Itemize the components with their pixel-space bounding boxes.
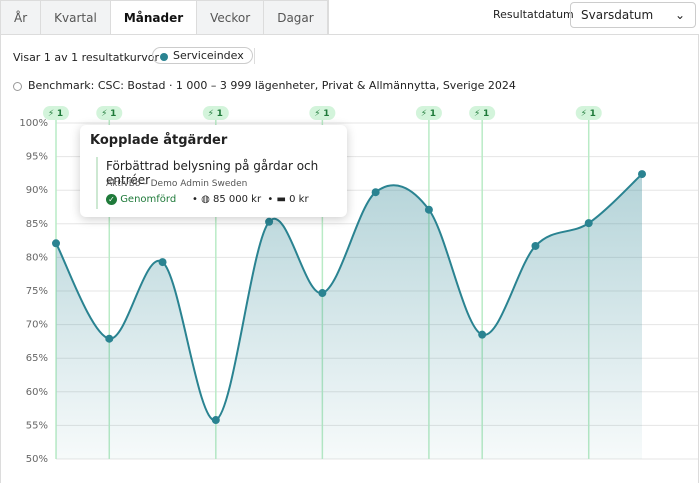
point [531,241,540,250]
benchmark-text: Benchmark: CSC: Bostad · 1 000 – 3 999 l… [28,79,516,92]
action-badge [96,106,123,120]
tooltip-bar [96,157,98,209]
action-icon: ⚡ [474,109,480,119]
point [318,289,327,298]
action-icon: ⚡ [101,109,107,119]
y-tick-label: 75% [26,286,48,297]
cost: 85 000 kr [212,194,262,205]
point [584,219,593,228]
state-text: Genomförd [120,194,177,205]
y-tick-label: 80% [26,252,48,263]
y-tick-label: 100% [19,118,48,129]
status-text: Visar 1 av 1 resultatkurvor [13,51,160,64]
action-count: 1 [483,109,489,119]
tooltip-title: Kopplade åtgärder [90,133,228,148]
area [56,174,642,459]
action-badge [469,106,496,120]
action-count: 1 [323,109,329,119]
point [52,239,60,248]
tab[interactable]: Dagar [264,1,328,35]
action-badge [575,106,602,120]
action-badge [202,106,229,120]
y-tick-label: 70% [26,320,48,331]
point [211,416,220,425]
panel [0,34,699,483]
action-count: 1 [217,109,223,119]
point [478,330,487,339]
action-badge [309,106,336,120]
point [424,205,433,214]
y-tick-label: 50% [26,454,48,465]
tab-bar: År Kvartal Månader Veckor Dagar [0,0,329,35]
point [105,334,114,343]
action-count: 1 [110,109,116,119]
tooltip-org: AktivBo – Demo Admin Sweden [106,179,248,189]
check-icon: ✓ [106,194,117,205]
action-icon: ⚡ [48,109,54,119]
benchmark-dot [13,82,22,91]
chip-label: Serviceindex [173,49,244,62]
point [638,170,646,179]
action-icon: ⚡ [314,109,320,119]
result-date-select[interactable]: Svarsdatum ⌄ [570,2,696,28]
point [265,217,274,226]
action-count: 1 [430,109,436,119]
action-icon: ⚡ [208,109,214,119]
y-tick-label: 90% [26,185,48,196]
series-chip[interactable]: Serviceindex [152,47,253,64]
tab[interactable]: Kvartal [41,1,111,35]
y-tick-label: 55% [26,420,48,431]
y-tick-label: 95% [26,152,48,163]
tab[interactable]: Veckor [197,1,265,35]
tooltip-state: ✓ Genomförd [106,194,176,205]
action-icon: ⚡ [581,109,587,119]
action-count: 1 [590,109,596,119]
tooltip-cost: • ◍ 85 000 kr • ▬ 0 kr [192,194,309,205]
result-date-label: Resultatdatum [493,8,574,21]
tooltip: Kopplade åtgärder Förbättrad belysning p… [80,125,347,217]
action-icon: ⚡ [421,109,427,119]
point [371,188,380,197]
chevron: ⌄ [674,8,685,22]
tab[interactable]: År [1,1,42,35]
y-tick-label: 85% [26,219,48,230]
divider [254,48,255,64]
y-tick-label: 60% [26,387,48,398]
tooltip-item: Förbättrad belysning på gårdar och entré… [106,159,319,187]
tab[interactable]: Månader [110,1,198,35]
action-count: 1 [57,109,63,119]
y-tick-label: 65% [26,353,48,364]
other-cost: 0 kr [289,194,309,205]
select-value: Svarsdatum [581,8,654,22]
point [158,258,167,267]
action-badge [43,106,69,120]
action-badge [415,106,442,120]
